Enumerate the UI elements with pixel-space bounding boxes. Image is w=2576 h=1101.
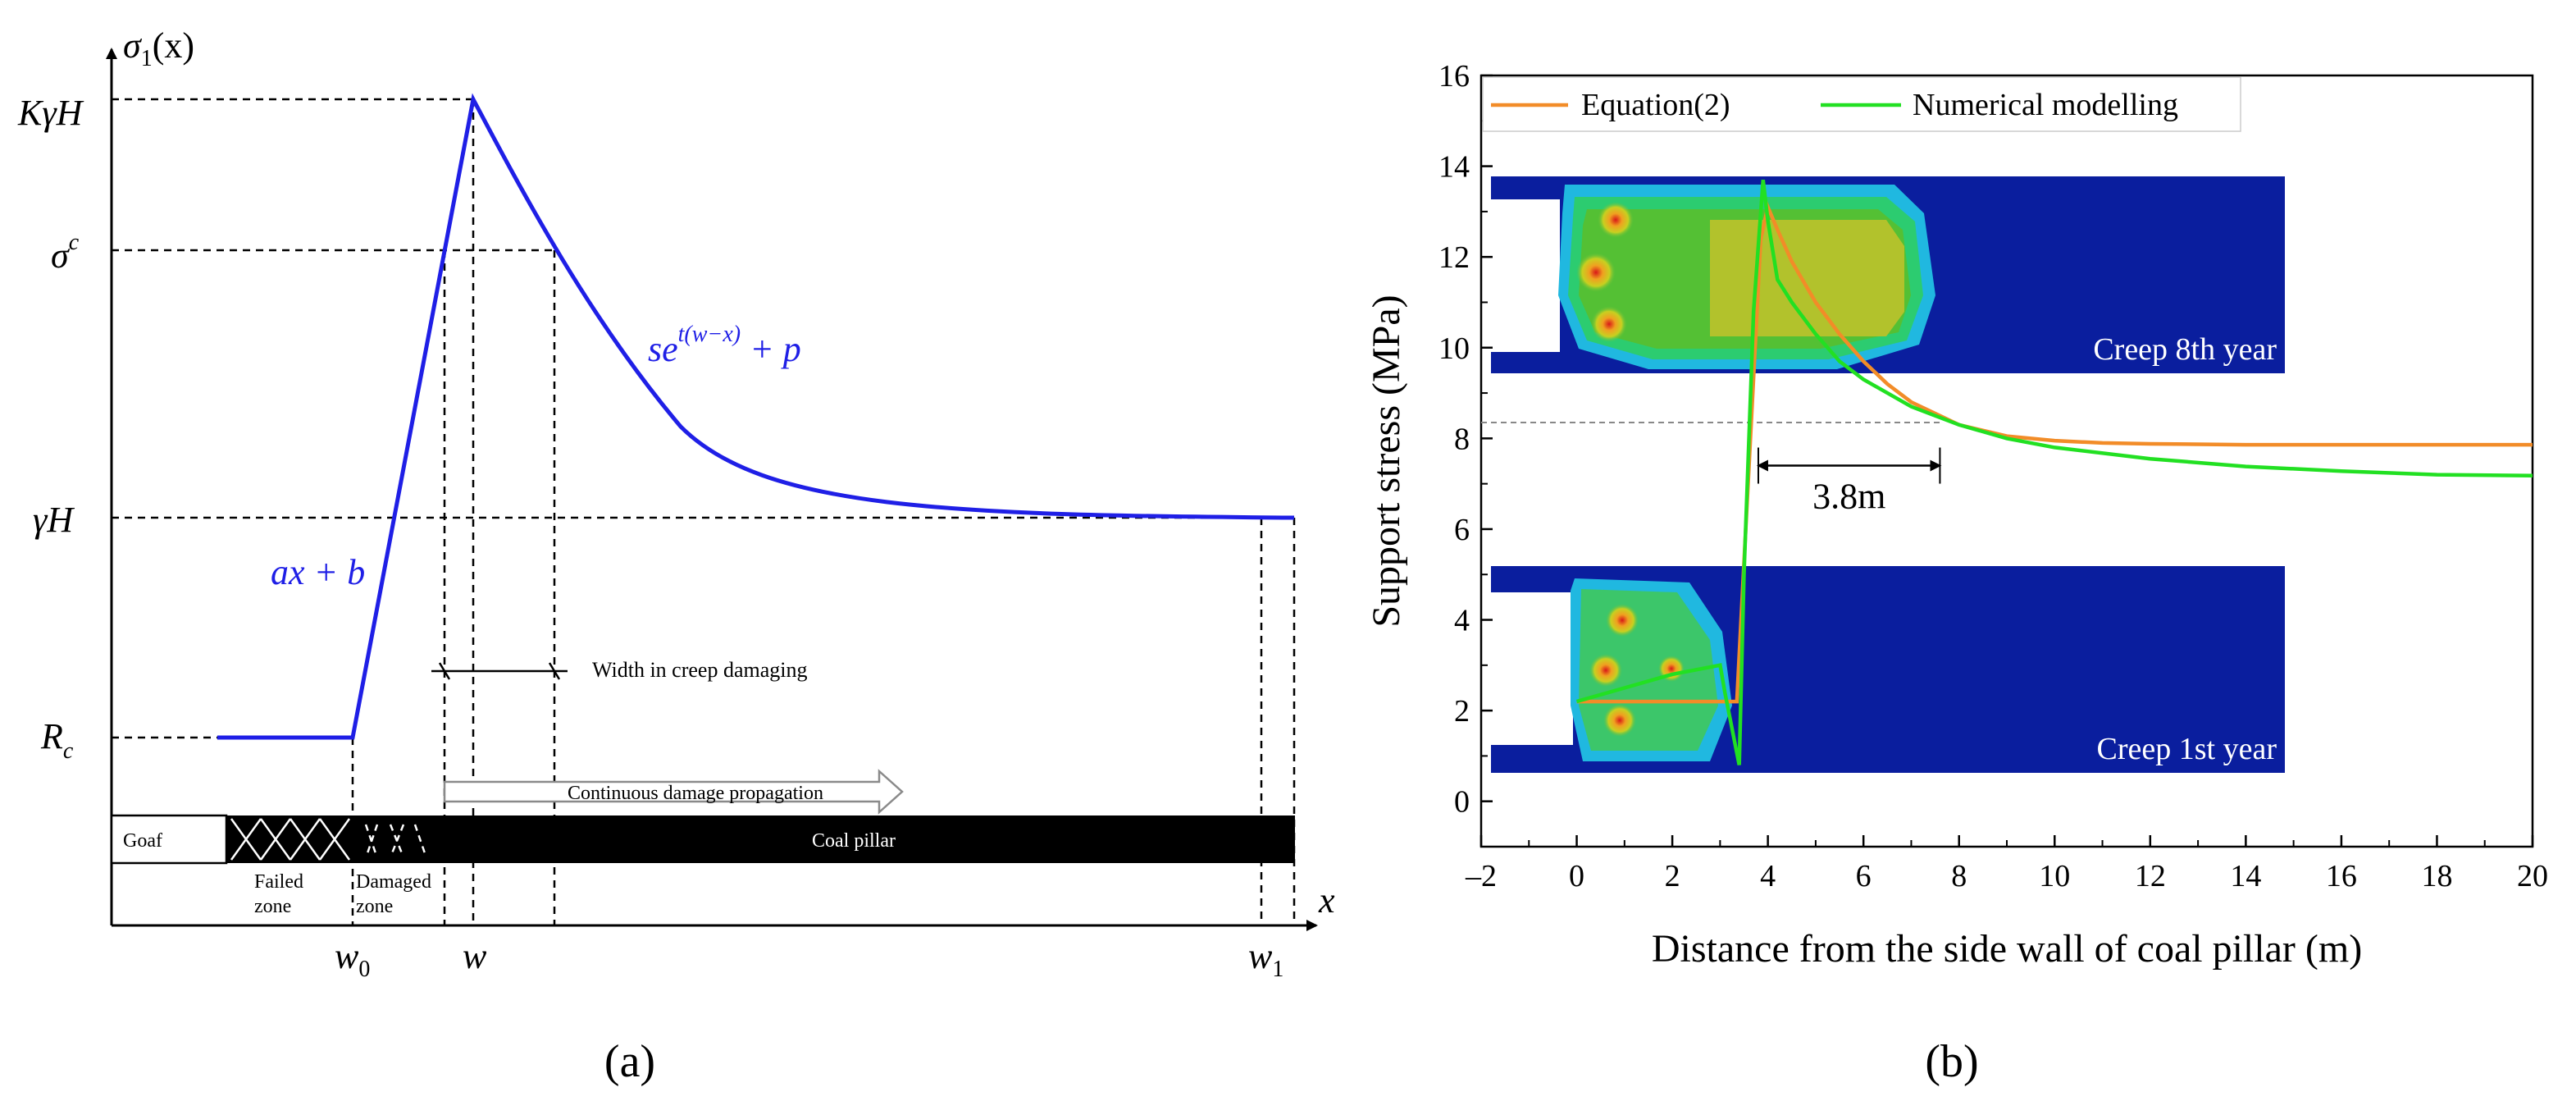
panel-a-y-axis-label: σ1(x) (123, 25, 194, 71)
panel-b-caption: (b) (1925, 1036, 1978, 1087)
x-tick-w: w (463, 936, 487, 976)
x-tick-label: 4 (1760, 859, 1776, 893)
y-tick-label: 10 (1438, 331, 1470, 366)
y-level-gH: γH (33, 500, 75, 540)
x-tick-label: 6 (1856, 859, 1872, 893)
pillar-strip (226, 815, 1295, 863)
x-tick-label: 14 (2230, 859, 2261, 893)
y-tick-label: 16 (1438, 59, 1470, 94)
y-tick-label: 2 (1454, 694, 1470, 729)
width-label: Width in creep damaging (592, 658, 807, 682)
x-tick-label: 12 (2135, 859, 2166, 893)
panel-a-x-axis-label: x (1318, 880, 1335, 921)
series-numerical-modelling (1575, 179, 2533, 765)
x-tick-label: 18 (2421, 859, 2452, 893)
contour-inset-8th-year (1491, 176, 2285, 373)
y-tick-label: 0 (1454, 785, 1470, 820)
damaged-zone-label-2: zone (356, 896, 393, 917)
distance-label: 3.8m (1812, 477, 1885, 517)
y-tick-label: 6 (1454, 513, 1470, 547)
failed-zone-label-1: Failed (254, 871, 303, 893)
x-tick-label: 8 (1951, 859, 1967, 893)
x-tick-label: 0 (1569, 859, 1584, 893)
y-tick-label: 4 (1454, 604, 1470, 638)
damaged-zone-pattern (364, 824, 426, 854)
propagation-label: Continuous damage propagation (568, 783, 823, 804)
goaf-box (110, 814, 228, 865)
y-level-KgH: KγH (17, 93, 84, 133)
x-tick-label: –2 (1465, 859, 1497, 893)
y-level-Rc: Rc (40, 716, 74, 764)
creep-1st-year-label: Creep 1st year (2097, 732, 2277, 766)
y-ticks: 0 2 4 6 8 10 12 14 16 (1438, 59, 1493, 847)
x-tick-w1: w1 (1248, 936, 1283, 982)
damaged-zone-label-1: Damaged (356, 871, 431, 893)
contour-inset-1st-year (1491, 566, 2285, 773)
panel-a-caption: (a) (604, 1036, 655, 1087)
goaf-label: Goaf (123, 830, 162, 852)
y-tick-label: 8 (1454, 422, 1470, 456)
x-tick-label: 20 (2517, 859, 2548, 893)
stress-curve (217, 93, 1295, 740)
x-axis-title: Distance from the side wall of coal pill… (1652, 927, 2362, 971)
x-tick-w0: w0 (335, 936, 370, 982)
panel-b: Creep 8th year Creep 1st year –2 0 2 4 6 8 10 1… (1365, 59, 2548, 1087)
x-tick-label: 16 (2326, 859, 2357, 893)
panel-a: σ1(x) x KγH σc γH Rc ax + b set(w−x) + p (17, 25, 1335, 1087)
y-tick-label: 14 (1438, 150, 1470, 185)
failed-zone-label-2: zone (254, 896, 291, 917)
propagation-arrow (443, 769, 904, 815)
y-tick-label: 12 (1438, 240, 1470, 275)
legend: Equation(2) Numerical modelling (1482, 76, 2241, 132)
creep-8th-year-label: Creep 8th year (2093, 332, 2277, 367)
eq-exponential: set(w−x) + p (648, 322, 801, 369)
coal-pillar-label: Coal pillar (812, 830, 896, 852)
y-level-sigma-c: σc (51, 230, 80, 276)
series-equation-2 (1576, 201, 2533, 704)
eq-linear: ax + b (271, 552, 365, 592)
y-axis-title: Support stress (MPa) (1365, 295, 1408, 627)
x-tick-label: 2 (1665, 859, 1680, 893)
x-tick-label: 10 (2039, 859, 2070, 893)
failed-zone-pattern (230, 818, 351, 861)
legend-label-numerical: Numerical modelling (1913, 88, 2178, 122)
legend-label-equation: Equation(2) (1581, 88, 1730, 122)
x-ticks: –2 0 2 4 6 8 10 12 14 16 18 20 (1465, 835, 2548, 893)
